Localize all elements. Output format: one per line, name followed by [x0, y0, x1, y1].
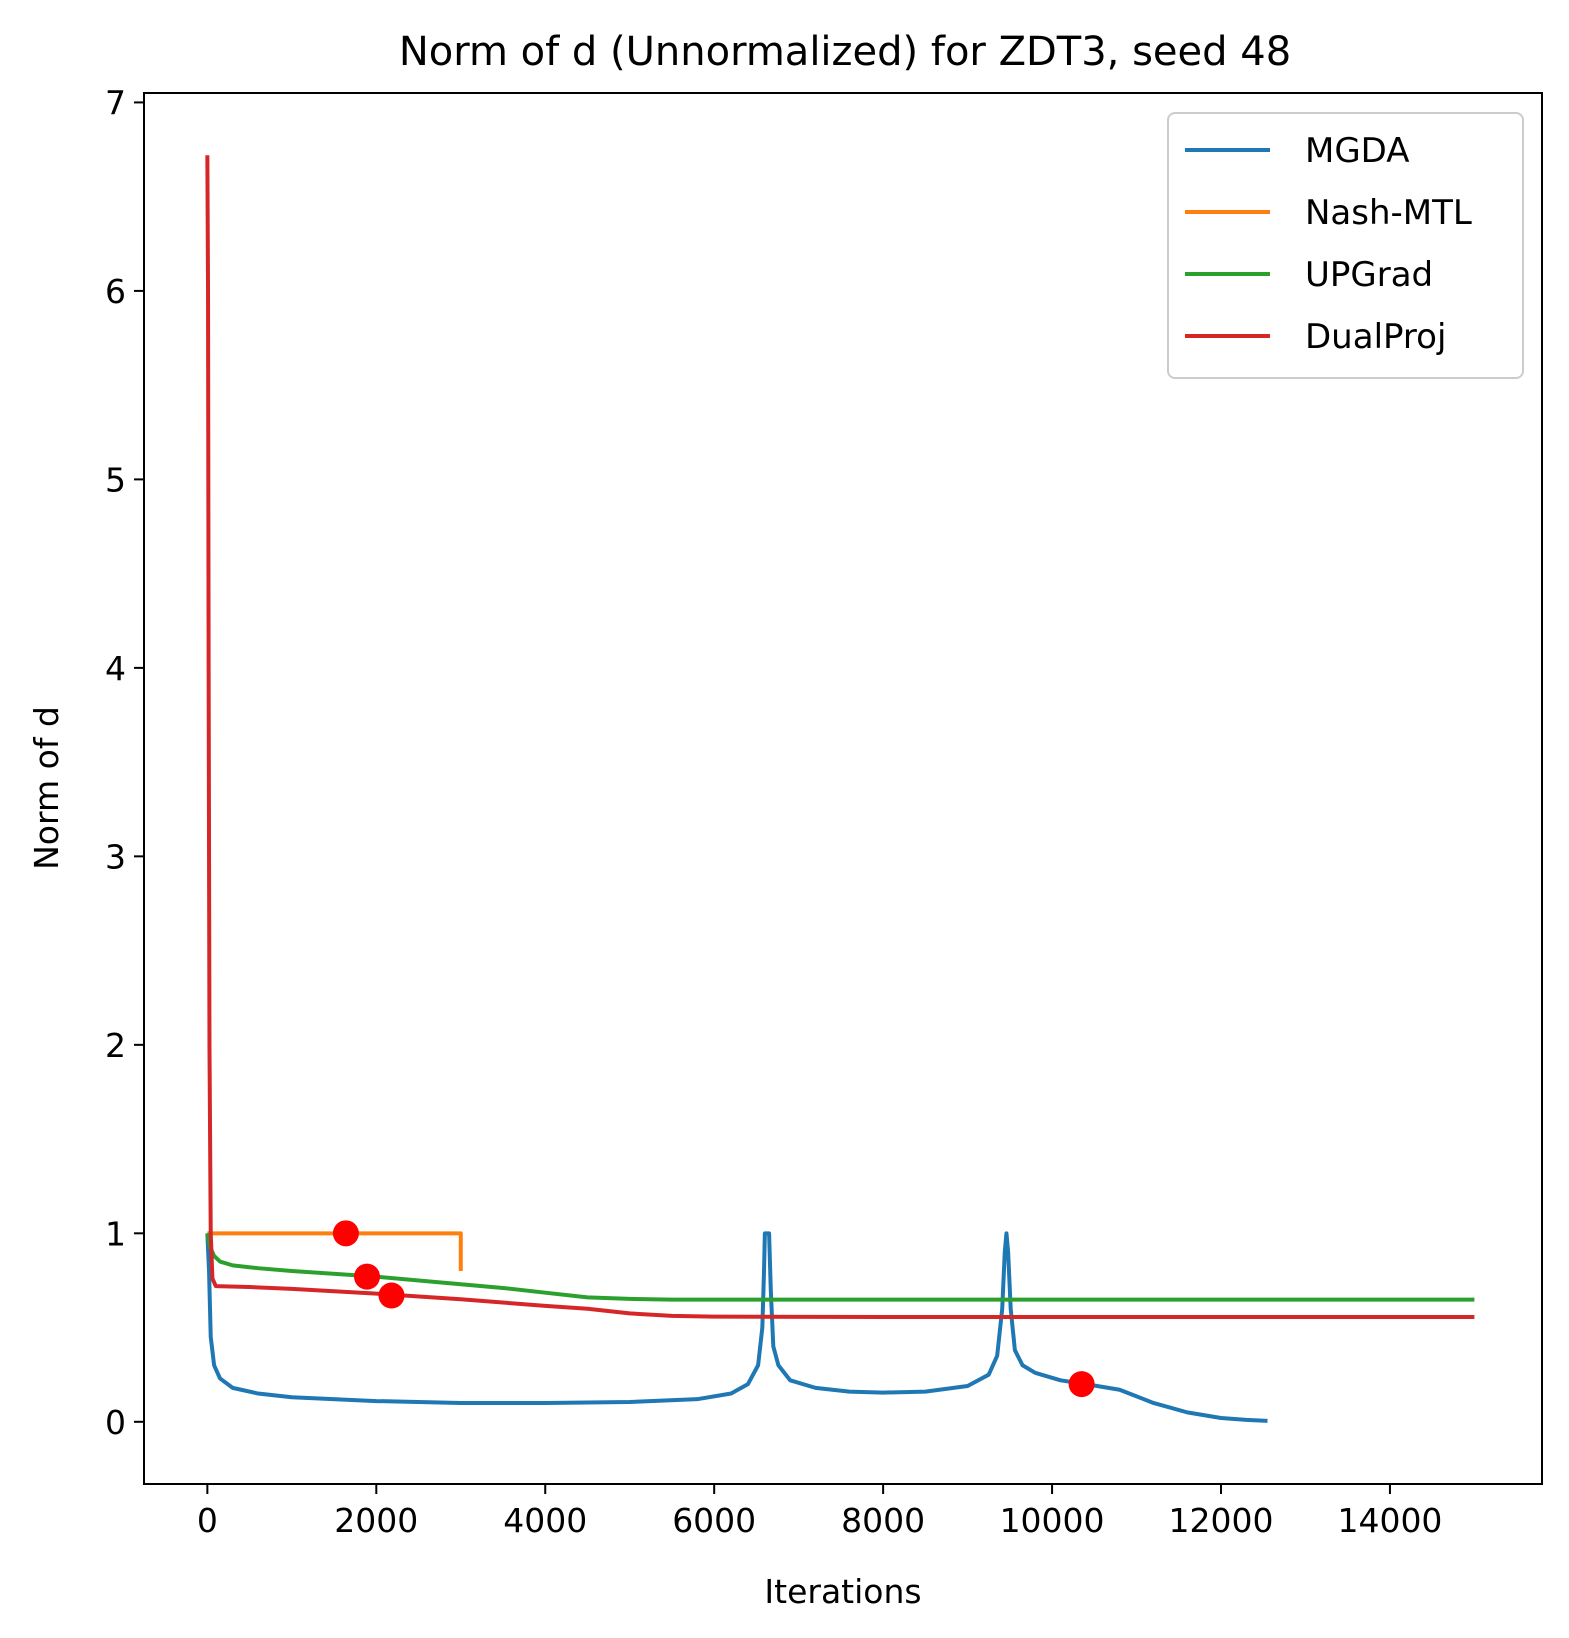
plot-area — [205, 155, 1475, 1423]
highlight-marker — [354, 1263, 381, 1290]
y-tick-label: 6 — [105, 272, 126, 311]
legend-label: UPGrad — [1305, 255, 1433, 295]
legend-items: MGDA Nash-MTL UPGrad DualProj — [1185, 131, 1472, 357]
highlight-marker — [332, 1220, 359, 1247]
y-tick-label: 7 — [105, 83, 126, 122]
y-tick-label: 4 — [105, 649, 126, 688]
x-tick-label: 6000 — [672, 1501, 756, 1540]
legend-label: DualProj — [1305, 317, 1446, 357]
series-line-nash-mtl — [207, 1231, 463, 1272]
y-tick-label: 1 — [105, 1214, 126, 1253]
x-tick-label: 12000 — [1169, 1501, 1274, 1540]
chart-title: Norm of d (Unnormalized) for ZDT3, seed … — [399, 29, 1291, 75]
x-axis: 0 2000 4000 6000 8000 10000 12000 14000 — [197, 1484, 1442, 1540]
series-line-dualproj — [205, 155, 1475, 1319]
highlight-markers — [332, 1220, 1095, 1398]
x-tick-label: 10000 — [1000, 1501, 1105, 1540]
y-axis: 0 1 2 3 4 5 6 7 — [105, 83, 144, 1442]
y-tick-label: 0 — [105, 1403, 126, 1442]
y-tick-label: 2 — [105, 1026, 126, 1065]
y-tick-label: 5 — [105, 460, 126, 499]
x-tick-label: 4000 — [503, 1501, 587, 1540]
series-line-mgda — [205, 1231, 1268, 1423]
series-line-upgrad — [205, 1232, 1475, 1302]
legend-label: MGDA — [1305, 131, 1410, 171]
highlight-marker — [378, 1282, 405, 1309]
plot-frame — [143, 92, 1543, 1485]
x-tick-label: 8000 — [841, 1501, 925, 1540]
legend-frame — [1167, 112, 1524, 379]
x-tick-label: 14000 — [1337, 1501, 1442, 1540]
x-tick-label: 2000 — [334, 1501, 418, 1540]
highlight-marker — [1068, 1371, 1095, 1398]
legend-label: Nash-MTL — [1305, 193, 1472, 233]
legend: MGDA Nash-MTL UPGrad DualProj — [1167, 112, 1524, 379]
y-tick-label: 3 — [105, 837, 126, 876]
y-axis-title: Norm of d — [27, 706, 66, 870]
x-tick-label: 0 — [197, 1501, 218, 1540]
x-axis-title: Iterations — [764, 1572, 921, 1611]
